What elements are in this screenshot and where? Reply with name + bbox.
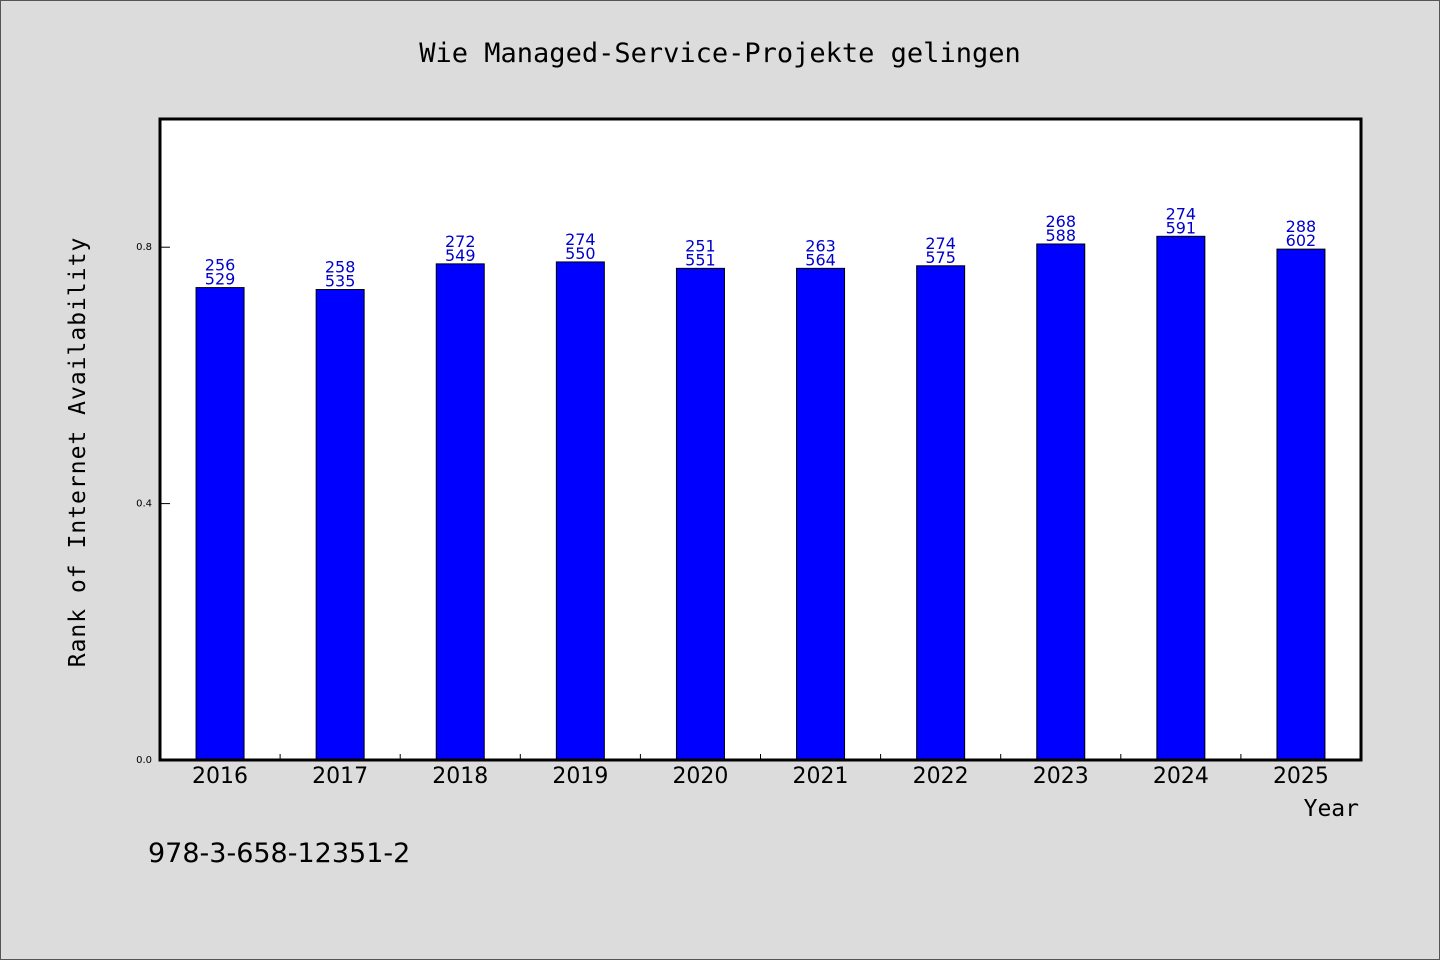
- data-label-2018-2: 549: [445, 246, 476, 265]
- data-label-2016-2: 529: [205, 270, 236, 289]
- data-label-2017-2: 535: [325, 272, 356, 291]
- x-tick-label-2024: 2024: [1153, 764, 1209, 789]
- x-tick-label-2016: 2016: [192, 764, 248, 789]
- data-label-2019-1: 274: [565, 230, 596, 249]
- data-label-2016-1: 256: [205, 256, 236, 275]
- x-axis-ticks: 2016 2017 2018 2019 2020 2021 2022 2023 2024 2025: [192, 754, 1329, 789]
- x-tick-label-2018: 2018: [432, 764, 488, 789]
- bar-2023: [1036, 243, 1086, 761]
- data-label-2019-2: 550: [565, 244, 596, 263]
- bar-2022: [916, 265, 966, 761]
- data-label-2025-1: 288: [1286, 217, 1317, 236]
- bar-2016: [195, 287, 245, 761]
- data-label-2021-2: 564: [805, 250, 836, 269]
- x-tick-label-2017: 2017: [312, 764, 368, 789]
- data-label-2023-1: 268: [1045, 212, 1076, 231]
- chart-title: Wie Managed-Service-Projekte gelingen: [419, 38, 1020, 69]
- y-axis-label: Rank of Internet Availability: [65, 237, 91, 668]
- x-tick-label-2022: 2022: [913, 764, 969, 789]
- data-label-2017-1: 258: [325, 258, 356, 277]
- data-label-2018-1: 272: [445, 232, 476, 251]
- x-tick-label-2025: 2025: [1273, 764, 1329, 789]
- bar-2025: [1276, 248, 1326, 761]
- x-axis-label: Year: [1304, 796, 1359, 822]
- data-label-2024-2: 591: [1166, 218, 1197, 237]
- bar-2018: [435, 263, 485, 761]
- bar-2020: [675, 267, 725, 761]
- bars-group: [195, 235, 1326, 761]
- bar-2024: [1156, 235, 1206, 761]
- y-tick-label-2: 0.8: [136, 242, 152, 253]
- bar-2021: [796, 267, 846, 761]
- bar-2017: [315, 289, 365, 761]
- x-tick-label-2019: 2019: [552, 764, 608, 789]
- isbn-footer: 978-3-658-12351-2: [148, 838, 410, 869]
- bar-2019: [555, 261, 605, 761]
- x-tick-label-2020: 2020: [672, 764, 728, 789]
- y-tick-label-0: 0.0: [136, 755, 152, 766]
- y-tick-label-1: 0.4: [136, 499, 152, 510]
- data-label-2022-1: 274: [925, 234, 956, 253]
- x-tick-label-2021: 2021: [793, 764, 849, 789]
- plot-border: [158, 117, 1363, 762]
- data-label-2020-2: 551: [685, 250, 716, 269]
- data-label-2022-2: 575: [925, 248, 956, 267]
- data-label-2021-1: 263: [805, 236, 836, 255]
- data-label-2020-1: 251: [685, 236, 716, 255]
- data-label-2025-2: 602: [1286, 231, 1317, 250]
- x-tick-label-2023: 2023: [1033, 764, 1089, 789]
- data-label-2024-1: 274: [1166, 204, 1197, 223]
- data-label-2023-2: 588: [1045, 226, 1076, 245]
